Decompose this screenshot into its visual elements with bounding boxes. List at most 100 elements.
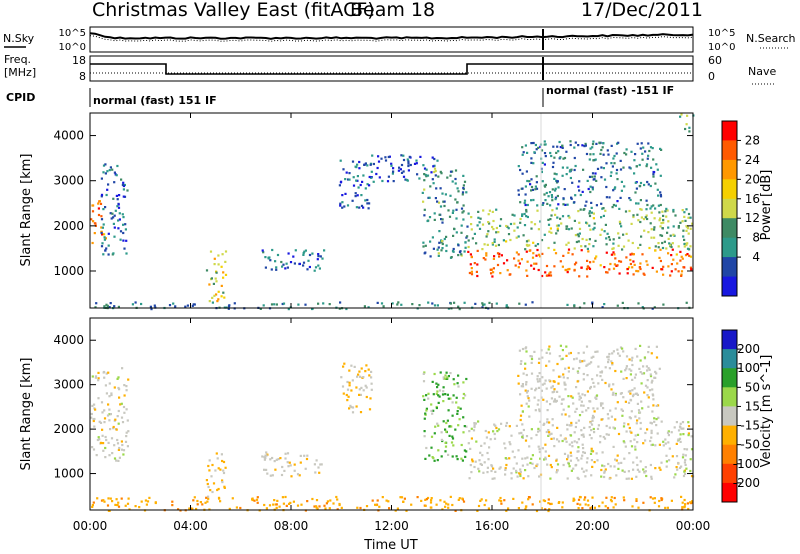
power-cell (307, 259, 310, 262)
power-cell (416, 173, 419, 176)
noise-left-tick-bottom: 10^0 (59, 42, 86, 53)
power-cell (488, 209, 491, 212)
power-cell (594, 239, 597, 242)
velocity-cell (364, 384, 367, 387)
velocity-cell (567, 456, 570, 459)
velocity-cell (524, 347, 527, 350)
power-cell (523, 224, 527, 227)
power-cell (605, 196, 608, 199)
power-cell (286, 266, 289, 269)
power-cell (518, 302, 521, 305)
velocity-cell (519, 470, 522, 473)
power-cell (615, 172, 618, 175)
velocity-cell (433, 459, 436, 462)
velocity-cell (358, 388, 361, 391)
velocity-cell (524, 439, 528, 442)
power-cell (676, 262, 679, 265)
power-cell (356, 179, 359, 182)
power-cell (407, 169, 410, 172)
power-cell (521, 146, 524, 149)
velocity-cell (108, 395, 111, 398)
velocity-colorbar-tick-label: -50 (740, 438, 760, 452)
velocity-cell (635, 499, 638, 502)
power-cell (495, 226, 498, 230)
velocity-cell (465, 450, 468, 453)
velocity-cell (521, 501, 524, 504)
power-colorbar-swatch (722, 276, 737, 297)
velocity-cell (447, 453, 450, 456)
velocity-cell (524, 507, 527, 511)
power-cell (384, 159, 388, 162)
power-cell (338, 184, 341, 187)
velocity-cell (644, 384, 648, 387)
velocity-cell (462, 392, 465, 396)
power-cell (593, 175, 596, 178)
power-cell (521, 172, 524, 175)
x-tick-label: 00:00 (73, 519, 108, 533)
power-cell (469, 253, 472, 256)
power-cell (647, 183, 650, 186)
velocity-cell (606, 413, 609, 416)
power-cell (224, 273, 228, 276)
velocity-cell (108, 454, 111, 457)
x-tick-label: 08:00 (274, 519, 309, 533)
power-cell (634, 153, 637, 156)
power-cell (367, 306, 370, 309)
power-cell (651, 266, 654, 269)
power-cell (100, 193, 104, 196)
velocity-cell (192, 499, 195, 502)
velocity-cell (472, 429, 476, 432)
power-cell (561, 166, 564, 169)
power-cell (553, 248, 556, 251)
velocity-cell (520, 360, 523, 363)
power-cell (591, 143, 595, 146)
velocity-cell (632, 393, 635, 396)
velocity-cell (468, 430, 471, 433)
velocity-cell (665, 465, 668, 468)
velocity-cell (684, 458, 687, 462)
power-cell (116, 198, 119, 201)
velocity-cell (533, 350, 536, 353)
velocity-cell (521, 457, 524, 460)
power-cell (323, 249, 326, 252)
velocity-cell (607, 417, 610, 420)
velocity-cell (450, 441, 454, 444)
power-cell (438, 241, 441, 244)
power-cell (322, 302, 325, 305)
velocity-cell (652, 394, 655, 397)
power-cell (100, 218, 104, 221)
velocity-cell (424, 498, 427, 501)
velocity-cell (630, 369, 633, 372)
power-cell (620, 180, 623, 183)
velocity-cell (630, 431, 633, 434)
velocity-cell (629, 417, 632, 420)
velocity-cell (535, 464, 538, 467)
velocity-cell (423, 430, 426, 433)
power-cell (354, 195, 357, 198)
power-cell (418, 177, 421, 180)
velocity-cell (623, 457, 626, 460)
velocity-cell (562, 376, 565, 379)
velocity-cell (177, 508, 180, 511)
velocity-cell (575, 357, 578, 360)
power-cell (691, 222, 694, 225)
velocity-cell (530, 361, 533, 364)
velocity-cell (315, 499, 319, 502)
velocity-cell (263, 456, 266, 459)
velocity-cell (487, 431, 490, 434)
power-cell (354, 192, 357, 195)
power-cell (530, 178, 533, 181)
velocity-cell (341, 385, 345, 388)
power-cell (544, 155, 547, 158)
velocity-cell (482, 471, 485, 474)
power-cell (502, 262, 506, 265)
velocity-cell (603, 437, 607, 440)
power-cell (103, 236, 106, 239)
velocity-cell (625, 355, 629, 358)
power-cell (556, 194, 559, 198)
power-cell (217, 298, 220, 301)
velocity-cell (566, 423, 569, 426)
velocity-cell (265, 451, 268, 454)
velocity-cell (204, 501, 207, 504)
power-cell (557, 186, 560, 189)
